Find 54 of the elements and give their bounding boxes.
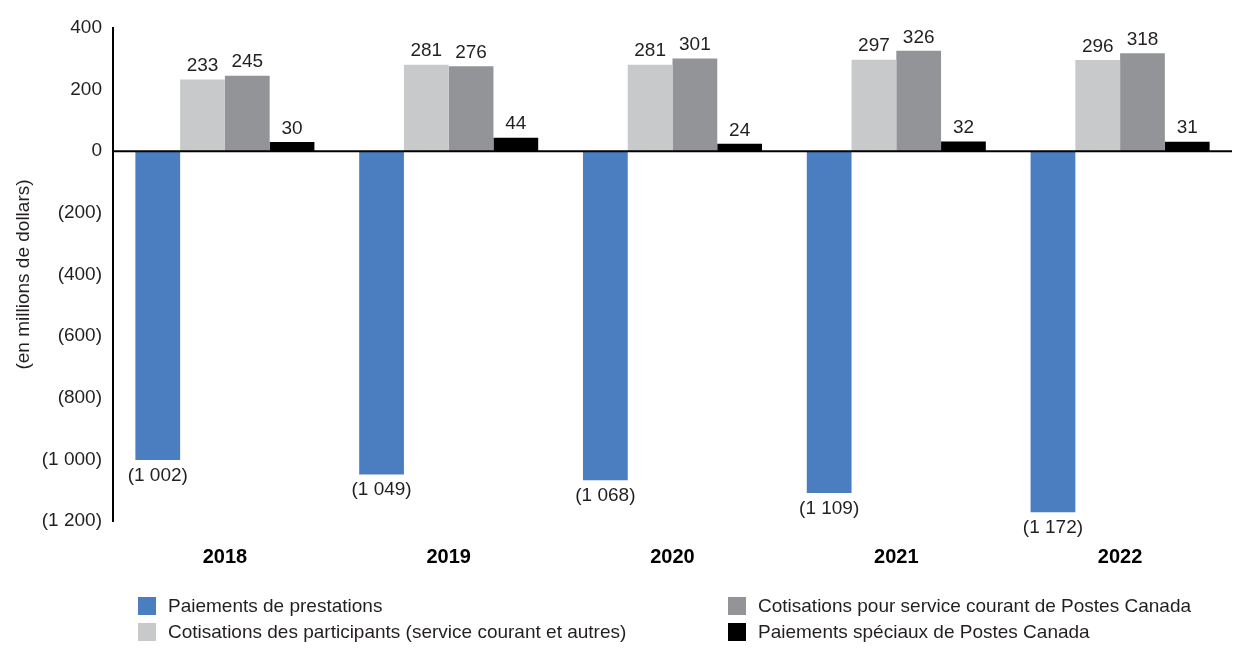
- data-label: 32: [952, 116, 975, 138]
- bar: [135, 151, 181, 460]
- bar: [806, 151, 852, 493]
- y-tick-label: (600): [57, 324, 102, 346]
- y-tick-label: 200: [70, 77, 102, 99]
- y-tick-label: (800): [57, 385, 102, 407]
- data-label: 281: [634, 39, 666, 61]
- data-label: 30: [281, 116, 303, 138]
- bar: [627, 64, 673, 152]
- y-axis-title: (en millions de dollars): [11, 179, 33, 370]
- data-label: 318: [1126, 28, 1159, 49]
- data-label: (1 068): [575, 484, 636, 506]
- data-label: 233: [186, 54, 219, 76]
- bar: [672, 58, 718, 152]
- data-label: 276: [455, 40, 487, 62]
- legend-label: Cotisations des participants (service courant et autres): [168, 621, 627, 643]
- x-tick-label: 2022: [1097, 544, 1143, 567]
- x-tick-label: 2018: [202, 544, 248, 567]
- bar: [582, 151, 628, 481]
- bar: [1030, 151, 1076, 513]
- data-label: 44: [505, 112, 527, 134]
- y-tick-label: 400: [70, 16, 102, 38]
- bar: [224, 75, 270, 152]
- bar: [896, 50, 942, 152]
- data-label: 326: [902, 25, 935, 47]
- bar: [1120, 53, 1165, 152]
- y-tick-label: (1 200): [41, 509, 102, 531]
- bar: [359, 151, 404, 475]
- data-label: 297: [858, 34, 890, 56]
- bar: [1075, 60, 1121, 152]
- y-tick-label: 0: [91, 139, 102, 161]
- data-label: 245: [231, 50, 264, 72]
- legend-label: Paiements spéciaux de Postes Canada: [758, 621, 1090, 643]
- data-label: (1 109): [799, 496, 860, 518]
- data-label: 296: [1081, 34, 1114, 56]
- x-tick-label: 2019: [426, 544, 471, 567]
- legend-label: Cotisations pour service courant de Postes Canada: [758, 595, 1192, 617]
- y-tick-label: (400): [57, 262, 102, 284]
- data-label: 281: [410, 39, 443, 61]
- data-label: (1 049): [351, 478, 412, 500]
- bar: [403, 64, 449, 152]
- data-label: 31: [1176, 116, 1198, 138]
- data-label: (1 002): [127, 463, 188, 485]
- x-tick-label: 2020: [650, 544, 695, 567]
- legend-label: Paiements de prestations: [168, 595, 383, 617]
- bar: [448, 66, 494, 152]
- y-tick-label: (200): [57, 201, 102, 223]
- x-tick-label: 2021: [874, 544, 919, 567]
- data-label: 301: [679, 33, 711, 55]
- bar: [180, 79, 225, 152]
- data-label: 24: [729, 118, 751, 140]
- data-label: (1 172): [1022, 516, 1084, 538]
- y-tick-label: (1 000): [41, 447, 102, 469]
- bar: [851, 59, 897, 152]
